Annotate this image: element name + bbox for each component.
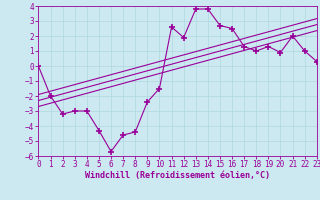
X-axis label: Windchill (Refroidissement éolien,°C): Windchill (Refroidissement éolien,°C) <box>85 171 270 180</box>
